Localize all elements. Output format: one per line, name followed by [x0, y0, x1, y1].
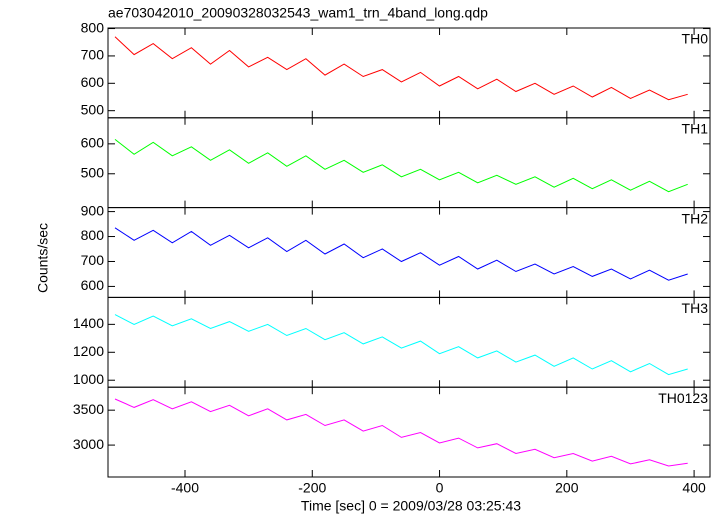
panel-frame — [107, 207, 711, 298]
y-tick-label: 500 — [81, 164, 105, 180]
data-line — [114, 398, 688, 467]
y-tick-label: 600 — [81, 135, 105, 151]
y-tick-label: 1000 — [73, 371, 104, 387]
x-tick-label: 0 — [436, 480, 444, 496]
y-tick-label: 800 — [81, 227, 105, 243]
y-tick-label: 1200 — [73, 343, 104, 359]
panel-frame — [107, 296, 711, 388]
series-label: TH0123 — [658, 390, 708, 406]
y-tick-label: 600 — [81, 74, 105, 90]
panel-frame — [107, 27, 711, 119]
x-tick-label: 200 — [555, 480, 579, 496]
y-tick-label: 700 — [81, 252, 105, 268]
series-label: TH2 — [682, 210, 709, 226]
x-tick-label: -400 — [171, 480, 199, 496]
y-tick-label: 3500 — [73, 401, 104, 417]
x-tick-label: 400 — [682, 480, 706, 496]
series-label: TH1 — [682, 121, 709, 137]
chart-title: ae703042010_20090328032543_wam1_trn_4ban… — [108, 5, 488, 21]
data-line — [114, 36, 688, 101]
series-label: TH3 — [682, 300, 709, 316]
y-tick-label: 600 — [81, 277, 105, 293]
series-label: TH0 — [682, 31, 709, 47]
y-tick-label: 900 — [81, 202, 105, 218]
panel-frame — [107, 117, 711, 209]
y-tick-label: 1400 — [73, 315, 104, 331]
panel-frame — [107, 386, 711, 478]
y-tick-label: 800 — [81, 19, 105, 35]
x-axis-label: Time [sec] 0 = 2009/03/28 03:25:43 — [301, 498, 521, 514]
y-tick-label: 500 — [81, 101, 105, 117]
y-axis-label: Counts/sec — [35, 223, 51, 293]
data-line — [114, 314, 688, 376]
x-tick-label: -200 — [298, 480, 326, 496]
data-line — [114, 227, 688, 281]
data-line — [114, 139, 688, 193]
y-tick-label: 3000 — [73, 436, 104, 452]
y-tick-label: 700 — [81, 47, 105, 63]
